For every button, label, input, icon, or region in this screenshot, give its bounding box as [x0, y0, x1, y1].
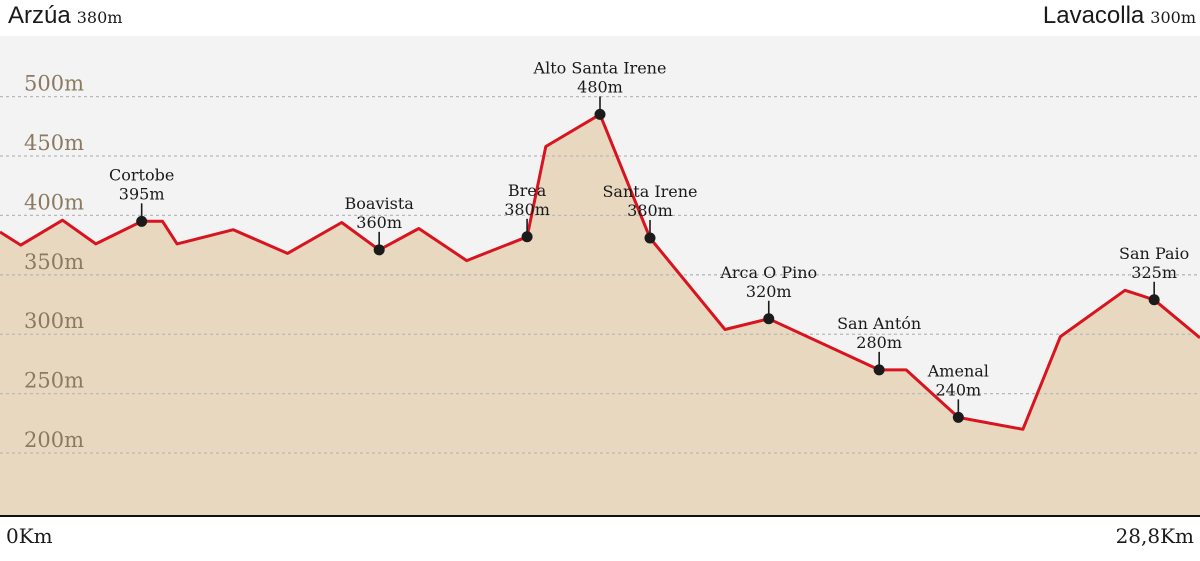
- waypoint-marker: [136, 215, 148, 227]
- waypoint-altitude: 480m: [577, 77, 623, 96]
- y-tick-label: 250m: [24, 369, 84, 393]
- waypoint-name: Santa Irene: [602, 182, 697, 201]
- waypoint-altitude: 240m: [935, 380, 981, 399]
- waypoint-altitude: 325m: [1131, 263, 1177, 282]
- start-location: Arzúa 380m: [8, 2, 122, 30]
- end-location-name: Lavacolla: [1042, 2, 1145, 29]
- waypoint-altitude: 395m: [119, 184, 165, 203]
- waypoint-marker: [521, 231, 533, 243]
- waypoint-name: Cortobe: [109, 165, 174, 184]
- waypoint-name: San Paio: [1119, 244, 1189, 263]
- waypoint-altitude: 320m: [746, 282, 792, 301]
- elevation-area: [0, 114, 1200, 517]
- waypoint-marker: [952, 411, 964, 423]
- x-tick-label-start: 0Km: [6, 524, 53, 548]
- waypoint-altitude: 360m: [356, 213, 402, 232]
- y-tick-label: 450m: [24, 131, 84, 155]
- y-tick-label: 500m: [24, 72, 84, 96]
- end-location-altitude: 300m: [1150, 8, 1196, 27]
- waypoint-marker: [873, 364, 885, 376]
- waypoint-name: Amenal: [927, 361, 989, 380]
- waypoint-marker: [1148, 294, 1160, 306]
- waypoint-name: Arca O Pino: [719, 263, 817, 282]
- y-tick-label: 200m: [24, 428, 84, 452]
- y-tick-label: 350m: [24, 250, 84, 274]
- waypoint-marker: [373, 244, 385, 256]
- waypoint-altitude: 280m: [856, 333, 902, 352]
- waypoint-marker: [644, 232, 656, 244]
- waypoint-altitude: 380m: [627, 201, 673, 220]
- waypoint-name: Boavista: [345, 194, 415, 213]
- waypoint-marker: [594, 108, 606, 120]
- y-tick-label: 300m: [24, 309, 84, 333]
- waypoint-name: Alto Santa Irene: [533, 58, 667, 77]
- waypoint-marker: [763, 313, 775, 325]
- waypoint-name: San Antón: [837, 314, 921, 333]
- end-location: Lavacolla 300m: [1043, 2, 1196, 30]
- start-location-altitude: 380m: [76, 8, 123, 27]
- waypoint-name: Brea: [508, 181, 547, 200]
- waypoint-altitude: 380m: [504, 200, 550, 219]
- y-tick-label: 400m: [24, 190, 84, 214]
- start-location-name: Arzúa: [8, 2, 71, 29]
- x-tick-label-end: 28,8Km: [1116, 524, 1194, 548]
